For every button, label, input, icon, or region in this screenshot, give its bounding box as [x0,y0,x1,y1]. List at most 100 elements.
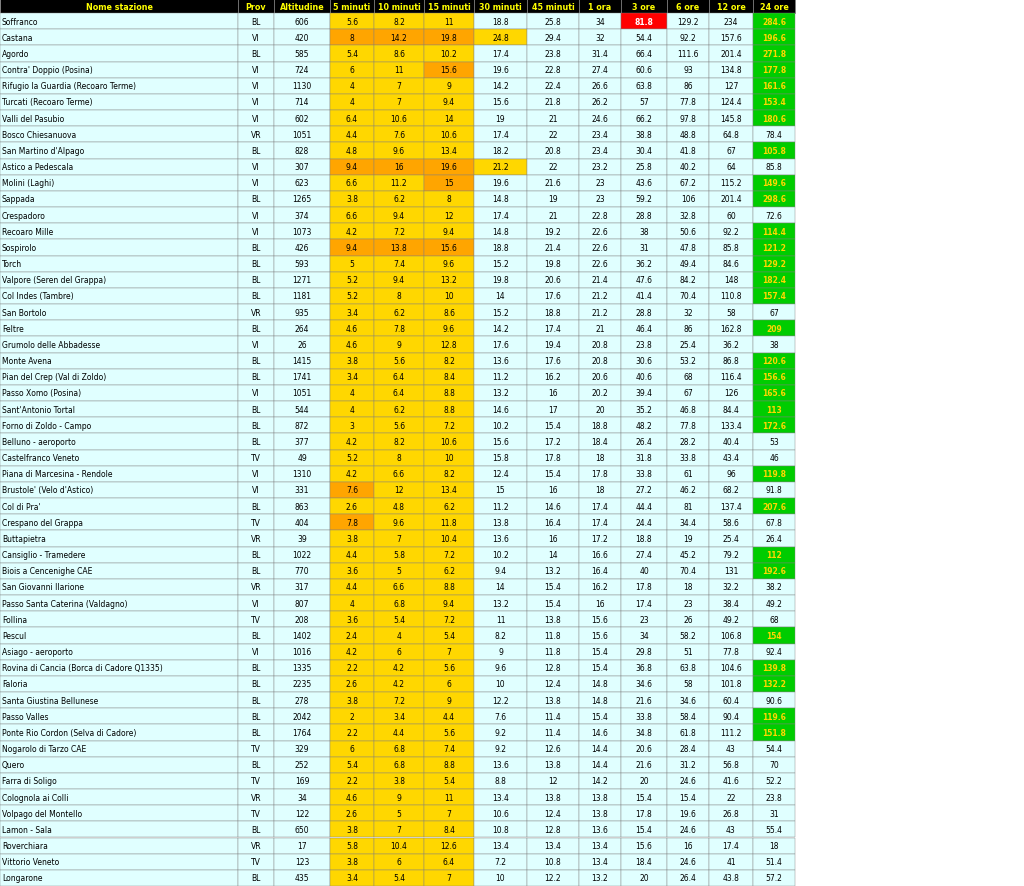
Bar [579,354,621,369]
Bar [709,579,753,595]
Text: Biois a Cencenighe CAE: Biois a Cencenighe CAE [2,567,92,576]
Text: 7.4: 7.4 [393,260,406,268]
Bar [709,46,753,62]
Text: 35.2: 35.2 [636,405,652,414]
Text: 14.6: 14.6 [545,502,561,511]
Text: 34: 34 [639,631,649,641]
Bar [424,337,474,354]
Text: 6: 6 [349,66,354,75]
Text: 10.4: 10.4 [440,534,458,543]
Text: 3: 3 [349,421,354,431]
Text: 149.6: 149.6 [762,179,786,188]
Bar [474,644,527,660]
Bar [330,175,374,191]
Bar [527,224,579,240]
Text: Lamon - Sala: Lamon - Sala [2,825,52,834]
Text: 11.4: 11.4 [545,712,561,721]
Bar [330,870,374,886]
Text: 6.2: 6.2 [393,405,406,414]
Bar [424,434,474,450]
Text: 38: 38 [639,228,649,237]
Bar [474,321,527,337]
Bar [238,159,274,175]
Text: 16.4: 16.4 [545,518,561,527]
Text: 13.4: 13.4 [592,841,608,851]
Bar [579,676,621,692]
Bar [753,321,795,337]
Text: 1764: 1764 [292,728,311,737]
Text: 93: 93 [683,66,693,75]
Text: 113: 113 [766,405,782,414]
Bar [753,821,795,837]
Text: 13.8: 13.8 [592,809,608,818]
Text: VI: VI [252,389,260,398]
Text: 29.4: 29.4 [545,34,561,43]
Text: 7: 7 [446,809,452,818]
Bar [621,256,667,272]
Bar [667,547,709,563]
Text: 9.2: 9.2 [495,728,507,737]
Bar [527,611,579,627]
Text: 4.6: 4.6 [346,324,358,333]
Text: 58.2: 58.2 [680,631,696,641]
Bar [621,515,667,531]
Bar [709,175,753,191]
Text: 5.4: 5.4 [346,50,358,58]
Text: 48.8: 48.8 [680,130,696,140]
Text: 23: 23 [595,195,605,204]
Bar [238,95,274,111]
Text: VR: VR [251,308,261,317]
Text: 25.8: 25.8 [636,163,652,172]
Bar [474,660,527,676]
Text: 15.4: 15.4 [592,648,608,657]
Text: 43.8: 43.8 [723,874,739,882]
Bar [527,62,579,79]
Bar [474,741,527,757]
Text: 47.8: 47.8 [680,244,696,253]
Bar [527,466,579,482]
Text: 115.2: 115.2 [720,179,741,188]
Bar [0,272,238,289]
Text: 44.4: 44.4 [636,502,652,511]
Text: 6.2: 6.2 [393,308,406,317]
Bar [667,337,709,354]
Text: 10.2: 10.2 [493,421,509,431]
Bar [667,240,709,256]
Text: 16: 16 [548,389,558,398]
Bar [709,0,753,14]
Text: 16: 16 [548,534,558,543]
Bar [0,321,238,337]
Bar [424,207,474,224]
Bar [274,499,330,515]
Text: 119.8: 119.8 [762,470,786,478]
Bar [753,79,795,95]
Bar [753,854,795,870]
Bar [474,499,527,515]
Bar [474,757,527,773]
Text: 34.6: 34.6 [680,696,696,704]
Bar [274,95,330,111]
Text: 145.8: 145.8 [720,114,741,123]
Text: 15.2: 15.2 [493,260,509,268]
Bar [667,595,709,611]
Text: BL: BL [251,728,261,737]
Bar [274,224,330,240]
Bar [274,434,330,450]
Text: 66.2: 66.2 [636,114,652,123]
Text: 28.2: 28.2 [680,438,696,447]
Bar [667,870,709,886]
Bar [238,289,274,305]
Bar [330,354,374,369]
Text: 17.4: 17.4 [723,841,739,851]
Bar [238,175,274,191]
Bar [527,256,579,272]
Text: Santa Giustina Bellunese: Santa Giustina Bellunese [2,696,98,704]
Text: 18.8: 18.8 [493,244,509,253]
Text: 264: 264 [295,324,309,333]
Bar [527,547,579,563]
Text: VI: VI [252,340,260,349]
Bar [709,305,753,321]
Text: 17.2: 17.2 [592,534,608,543]
Bar [374,289,424,305]
Bar [474,240,527,256]
